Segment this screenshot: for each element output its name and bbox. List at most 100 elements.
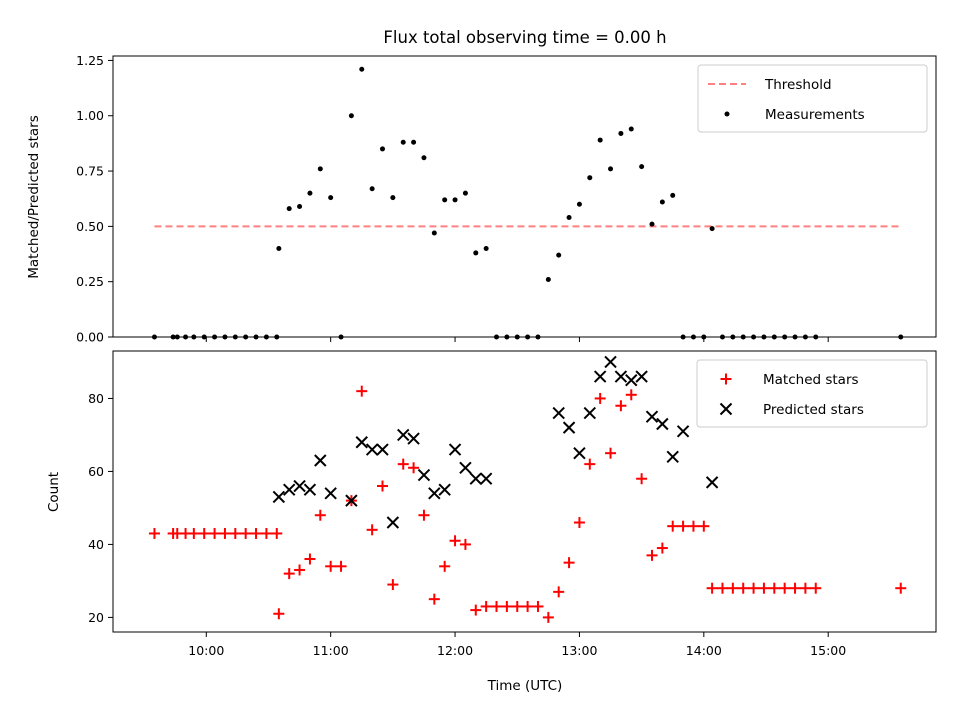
matched-star-marker bbox=[522, 600, 534, 612]
predicted-star-marker bbox=[407, 432, 420, 445]
count-y-tick-label: 80 bbox=[88, 391, 104, 406]
matched-star-marker bbox=[356, 385, 368, 397]
measurement-point bbox=[462, 190, 468, 196]
x-tick-label: 14:00 bbox=[686, 643, 722, 658]
measurement-point bbox=[483, 245, 489, 251]
matched-star-marker bbox=[810, 582, 822, 594]
ratio-panel-frame bbox=[112, 55, 937, 338]
predicted-star-marker bbox=[314, 454, 327, 467]
predicted-star-marker bbox=[376, 443, 389, 456]
measurement-point bbox=[276, 245, 282, 251]
predicted-star-marker bbox=[573, 446, 586, 460]
predicted-star-marker bbox=[303, 483, 317, 496]
legend-threshold-label: Threshold bbox=[764, 77, 832, 93]
matched-star-marker bbox=[428, 593, 440, 605]
measurement-point bbox=[618, 130, 624, 136]
count-legend-box bbox=[696, 359, 928, 428]
measurement-point bbox=[328, 195, 334, 201]
matched-star-marker bbox=[636, 473, 648, 485]
matched-star-marker bbox=[188, 527, 200, 539]
measurement-point bbox=[421, 155, 427, 161]
matched-star-marker bbox=[294, 564, 306, 576]
matched-star-marker bbox=[789, 582, 801, 594]
predicted-star-marker bbox=[583, 406, 597, 420]
measurement-point bbox=[670, 192, 676, 198]
matched-star-marker bbox=[542, 611, 554, 623]
matched-star-marker bbox=[895, 582, 907, 594]
matched-star-marker bbox=[768, 582, 780, 594]
ratio-y-tick-label: 1.25 bbox=[76, 53, 104, 68]
x-tick-label: 15:00 bbox=[810, 643, 846, 658]
measurement-point bbox=[659, 199, 665, 205]
matched-star-marker bbox=[748, 582, 760, 594]
matched-star-marker bbox=[219, 527, 231, 539]
predicted-star-marker bbox=[438, 483, 451, 496]
legend-predicted-label: Predicted stars bbox=[763, 402, 864, 418]
predicted-star-marker bbox=[666, 450, 679, 464]
matched-star-marker bbox=[408, 462, 420, 474]
matched-star-marker bbox=[459, 538, 471, 550]
ratio-legend: Threshold Measurements bbox=[697, 64, 928, 133]
predicted-star-marker bbox=[469, 472, 482, 485]
matched-star-marker bbox=[716, 582, 728, 594]
matched-star-marker bbox=[594, 392, 606, 404]
predicted-star-marker bbox=[428, 487, 441, 500]
predicted-star-marker bbox=[625, 373, 638, 387]
count-y-axis-label: Count bbox=[46, 472, 62, 512]
ratio-y-tick-label: 0.00 bbox=[76, 330, 104, 345]
matched-star-marker bbox=[198, 527, 210, 539]
x-tick-label: 13:00 bbox=[561, 643, 597, 658]
predicted-star-marker bbox=[614, 370, 628, 383]
matched-star-marker bbox=[625, 389, 637, 401]
measurement-point bbox=[473, 250, 479, 256]
matched-star-marker bbox=[325, 560, 337, 572]
measurement-point bbox=[317, 166, 323, 172]
matched-star-marker bbox=[304, 553, 316, 565]
matched-star-marker bbox=[779, 582, 791, 594]
matched-star-marker bbox=[387, 579, 399, 591]
predicted-star-marker bbox=[656, 417, 669, 431]
count-panel: 10:00 11:00 12:00 13:00 14:00 15:00 20406080 … bbox=[46, 350, 937, 694]
count-y-tick-label: 60 bbox=[88, 464, 104, 479]
predicted-star-marker bbox=[645, 410, 659, 423]
measurement-point bbox=[628, 126, 634, 132]
predicted-star-marker bbox=[272, 490, 286, 504]
matched-star-marker bbox=[758, 582, 770, 594]
matched-star-marker bbox=[273, 608, 285, 620]
predicted-star-marker bbox=[552, 406, 565, 420]
matched-star-marker bbox=[480, 600, 492, 612]
predicted-star-marker bbox=[593, 370, 607, 383]
matched-star-marker bbox=[271, 527, 283, 539]
matched-star-marker bbox=[229, 527, 241, 539]
x-axis-label: Time (UTC) bbox=[487, 678, 563, 694]
measurement-point bbox=[597, 137, 603, 143]
ratio-legend-box bbox=[697, 64, 928, 133]
predicted-star-marker bbox=[635, 370, 648, 383]
matched-star-marker bbox=[511, 600, 523, 612]
predicted-star-marker bbox=[355, 436, 368, 449]
ratio-y-tick-label: 1.00 bbox=[76, 108, 104, 123]
legend-predicted-marker bbox=[719, 402, 733, 416]
measurement-point bbox=[442, 197, 448, 203]
legend-matched-swatch bbox=[720, 373, 732, 385]
count-panel-frame bbox=[112, 350, 937, 633]
matched-star-marker bbox=[439, 560, 451, 572]
count-y-tick-label: 40 bbox=[88, 537, 104, 552]
matched-star-marker bbox=[698, 520, 710, 532]
matched-star-marker bbox=[148, 527, 160, 539]
matched-star-marker bbox=[250, 527, 262, 539]
matched-star-marker bbox=[687, 520, 699, 532]
matched-star-marker bbox=[656, 542, 668, 554]
x-tick-label: 10:00 bbox=[188, 643, 224, 658]
predicted-star-marker bbox=[562, 421, 576, 434]
measurement-point bbox=[649, 221, 655, 227]
matched-star-marker bbox=[646, 549, 658, 561]
measurement-point bbox=[431, 230, 437, 236]
x-tick-label: 12:00 bbox=[437, 643, 473, 658]
predicted-star-marker bbox=[604, 355, 617, 369]
matched-star-marker bbox=[605, 447, 617, 459]
matched-star-marker bbox=[335, 560, 347, 572]
measurement-point bbox=[359, 66, 365, 72]
matched-star-marker bbox=[706, 582, 718, 594]
